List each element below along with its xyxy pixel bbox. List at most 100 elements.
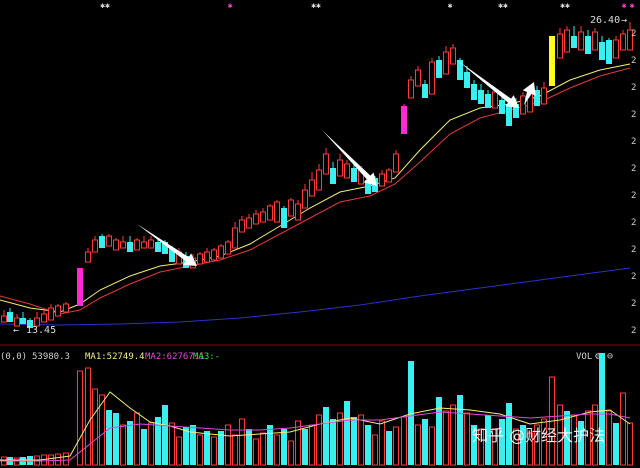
candle-body (379, 173, 385, 187)
candle-body (386, 169, 392, 183)
volume-bar (534, 424, 540, 466)
volume-bar (169, 422, 175, 466)
volume-bar (225, 424, 231, 466)
volume-bar (429, 426, 435, 466)
volume-bar (379, 420, 385, 466)
volume-bar (592, 404, 598, 466)
volume-bar (274, 434, 280, 466)
signal-arrow-shape (322, 130, 377, 186)
axis-tick-label: 2 (631, 326, 636, 336)
candle-body (148, 239, 154, 249)
candle-body (302, 189, 308, 209)
volume-bar (197, 434, 203, 466)
candle-body (499, 100, 505, 114)
axis-tick-label: 2 (631, 191, 636, 201)
volume-bar (344, 401, 350, 465)
candle-body (127, 242, 133, 252)
candle-body (92, 239, 98, 253)
candle-body (106, 235, 112, 247)
top-marker: ✱ (228, 1, 233, 10)
candle-body (309, 179, 315, 197)
candle-body (534, 90, 540, 106)
volume-value: 53980.3 (32, 352, 70, 362)
candle-body (599, 42, 605, 60)
volume-ma1-line (0, 391, 631, 461)
volume-bar (408, 361, 414, 465)
candle-body (464, 72, 470, 88)
candle-body (513, 104, 519, 118)
volume-moving-averages (0, 391, 631, 462)
volume-ma2: MA2:62767.1 (145, 352, 205, 362)
volume-bars (1, 353, 633, 466)
candle-body (330, 168, 336, 184)
candle-body (557, 33, 563, 59)
candle-body (197, 253, 203, 265)
axis-tick-label: 2 (631, 83, 636, 93)
volume-ma3: MA3:- (193, 352, 220, 362)
volume-bar (211, 436, 217, 466)
candle-body (471, 84, 477, 100)
volume-bar (155, 417, 161, 465)
candle-body (429, 61, 435, 95)
candle-body (134, 239, 140, 251)
volume-bar (443, 410, 449, 466)
candle-body (225, 241, 231, 255)
candle-body (549, 36, 555, 86)
volume-bar (599, 353, 605, 465)
top-marker: ✱ (630, 1, 635, 10)
volume-bar (148, 422, 154, 466)
candle-body (232, 227, 238, 249)
volume-bar (246, 429, 252, 465)
volume-bar (141, 429, 147, 465)
volume-bar (527, 432, 533, 466)
volume-bar (309, 424, 315, 466)
volume-bar (620, 392, 626, 466)
volume-bar (401, 416, 407, 466)
volume-bar (415, 424, 421, 466)
volume-bar (204, 431, 210, 465)
volume-bar (365, 425, 371, 465)
volume-bar (63, 452, 69, 466)
candle-body (564, 29, 570, 53)
volume-bar (393, 426, 399, 466)
volume-bar (492, 428, 498, 466)
signal-arrow-shape (522, 82, 536, 105)
signal-arrow-shape (137, 224, 197, 266)
candle-body (401, 106, 407, 134)
low-price-label: 13.45 (26, 325, 56, 336)
volume-label: VOL (576, 352, 592, 362)
axis-tick-label: 2 (631, 218, 636, 228)
candle-body (457, 60, 463, 80)
candle-body (351, 168, 357, 182)
volume-bar (606, 410, 612, 466)
axis-tick-label: 2 (631, 164, 636, 174)
candle-body (211, 249, 217, 261)
signal-arrow (457, 60, 519, 108)
volume-bar (239, 418, 245, 466)
volume-bar (485, 415, 491, 465)
volume-ma1: MA1:52749.4 (85, 352, 145, 362)
volume-bar (120, 424, 126, 466)
candle-body (1, 315, 7, 323)
candle-body (267, 205, 273, 221)
watermark: 知乎 @财经大护法 (472, 426, 605, 445)
candle-body (141, 241, 147, 249)
volume-bar (162, 405, 168, 465)
candle-body (450, 47, 456, 65)
candle-body (541, 87, 547, 105)
candle-body (274, 201, 280, 223)
volume-bar (113, 413, 119, 465)
volume-bar (77, 370, 83, 466)
volume-bar (106, 410, 112, 465)
volume-ma2-line (0, 411, 631, 462)
candle-body (260, 211, 266, 223)
volume-bar (506, 403, 512, 465)
candle-body (571, 36, 577, 48)
signal-arrow (322, 130, 377, 186)
candle-body (365, 180, 371, 194)
volume-bar (183, 427, 189, 465)
candle-body (585, 36, 591, 54)
volume-bar (190, 425, 196, 465)
axis-tick-label: 2 (631, 29, 636, 39)
